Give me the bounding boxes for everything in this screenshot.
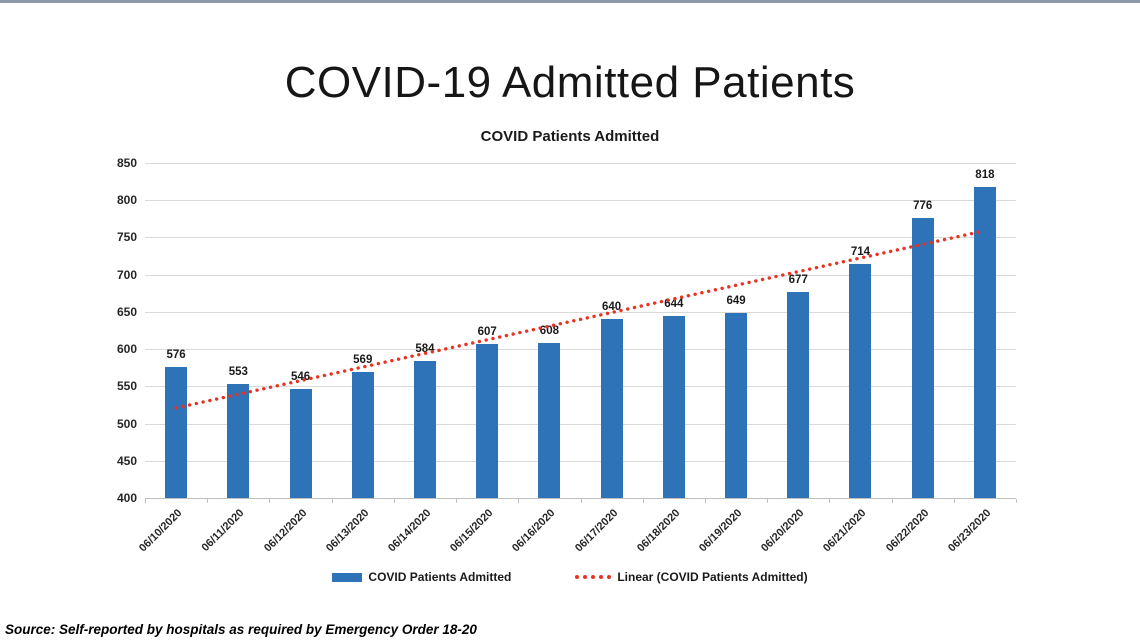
x-axis-tick-label: 06/20/2020 <box>759 507 807 555</box>
x-axis-tick-label: 06/18/2020 <box>634 507 683 555</box>
bar-06/17/2020 <box>600 319 623 498</box>
page-title: COVID-19 Admitted Patients <box>284 58 856 107</box>
x-axis-tick <box>829 499 831 503</box>
plot-area: 400 450 500 550 600 650 700 750 800 850 576 06/10/2… <box>117 156 1017 554</box>
x-axis-tick <box>1016 499 1017 503</box>
data-label: 569 <box>353 354 373 367</box>
data-label: 640 <box>602 301 622 314</box>
x-axis-tick <box>456 499 458 503</box>
y-axis-tick-label: 850 <box>116 156 137 170</box>
x-axis-tick <box>269 499 271 503</box>
legend-item-trend: Linear (COVID Patients Admitted) <box>575 570 808 584</box>
x-axis-line <box>145 498 1016 499</box>
bar-06/19/2020 <box>725 312 748 498</box>
bar-06/12/2020 <box>289 389 312 498</box>
x-axis-tick-label: 06/12/2020 <box>261 507 310 555</box>
bar-06/21/2020 <box>849 264 872 498</box>
bar-06/15/2020 <box>476 343 499 498</box>
x-axis-tick-label: 06/10/2020 <box>137 507 185 555</box>
x-axis-tick-label: 06/19/2020 <box>697 507 745 555</box>
x-axis-tick <box>953 499 955 503</box>
y-axis-tick-label: 600 <box>116 342 137 357</box>
y-axis-tick-label: 700 <box>116 267 137 282</box>
bar-06/10/2020 <box>165 366 188 498</box>
bar-06/16/2020 <box>538 343 561 498</box>
x-axis-tick <box>642 499 644 503</box>
bar-06/20/2020 <box>787 291 810 498</box>
data-label: 677 <box>788 273 808 286</box>
y-axis-tick-label: 500 <box>116 416 137 431</box>
data-label: 649 <box>726 294 746 307</box>
x-axis-tick <box>767 499 769 503</box>
data-label: 714 <box>850 246 871 259</box>
bar-06/13/2020 <box>351 372 374 498</box>
x-axis-tick <box>207 499 209 503</box>
bar-series-swatch-icon <box>332 572 363 582</box>
x-axis-tick <box>331 499 333 503</box>
top-strip-divider <box>0 0 1140 3</box>
legend-label-trend: Linear (COVID Patients Admitted) <box>617 570 808 584</box>
y-axis-tick-label: 750 <box>116 230 137 245</box>
bar-06/18/2020 <box>662 316 685 498</box>
data-label: 553 <box>228 366 248 379</box>
chart-legend: COVID Patients Admitted Linear (COVID Pa… <box>0 570 1140 584</box>
x-axis-tick <box>704 499 706 503</box>
legend-label-bars: COVID Patients Admitted <box>368 570 512 584</box>
x-axis-tick-label: 06/17/2020 <box>572 507 621 555</box>
data-label: 576 <box>166 348 186 361</box>
data-label: 608 <box>539 325 559 338</box>
x-axis-tick-label: 06/21/2020 <box>821 507 869 555</box>
data-label: 776 <box>913 200 933 213</box>
gridline <box>145 237 1016 239</box>
x-axis-tick-label: 06/11/2020 <box>199 507 247 554</box>
bar-06/22/2020 <box>911 218 934 498</box>
gridline <box>145 274 1016 276</box>
gridline <box>145 200 1016 202</box>
y-axis-tick-label: 650 <box>116 304 137 319</box>
bar-06/14/2020 <box>413 361 436 498</box>
legend-item-bars: COVID Patients Admitted <box>332 570 511 584</box>
x-axis-tick-label: 06/15/2020 <box>448 507 496 555</box>
data-label: 607 <box>477 325 497 338</box>
gridline <box>145 386 1016 388</box>
dotted-trendline-swatch-icon <box>575 575 612 579</box>
y-axis-tick-label: 400 <box>116 491 137 505</box>
gridline <box>145 311 1016 313</box>
data-label: 584 <box>415 343 435 356</box>
x-axis-tick <box>580 499 582 503</box>
chart-title: COVID Patients Admitted <box>480 128 660 145</box>
gridline <box>145 460 1016 462</box>
gridline <box>145 349 1016 351</box>
x-axis-tick-label: 06/13/2020 <box>323 507 372 555</box>
trendline <box>174 229 987 410</box>
x-axis-tick-label: 06/14/2020 <box>386 507 434 555</box>
bar-06/23/2020 <box>973 186 996 498</box>
x-axis-tick-label: 06/22/2020 <box>883 507 932 555</box>
y-axis-tick-label: 550 <box>116 379 137 394</box>
x-axis-tick-label: 06/16/2020 <box>510 507 558 555</box>
y-axis-tick-label: 800 <box>116 193 137 208</box>
gridline <box>145 163 1016 164</box>
source-note: Source: Self-reported by hospitals as re… <box>5 622 477 637</box>
bar-06/11/2020 <box>227 384 250 498</box>
gridline <box>145 423 1016 425</box>
y-axis-tick-label: 450 <box>116 453 137 468</box>
x-axis-tick <box>891 499 893 503</box>
x-axis-tick-label: 06/23/2020 <box>945 507 994 555</box>
x-axis-tick <box>145 499 146 503</box>
x-axis-tick <box>393 499 395 503</box>
x-axis-tick <box>518 499 520 503</box>
data-label: 818 <box>975 168 995 181</box>
